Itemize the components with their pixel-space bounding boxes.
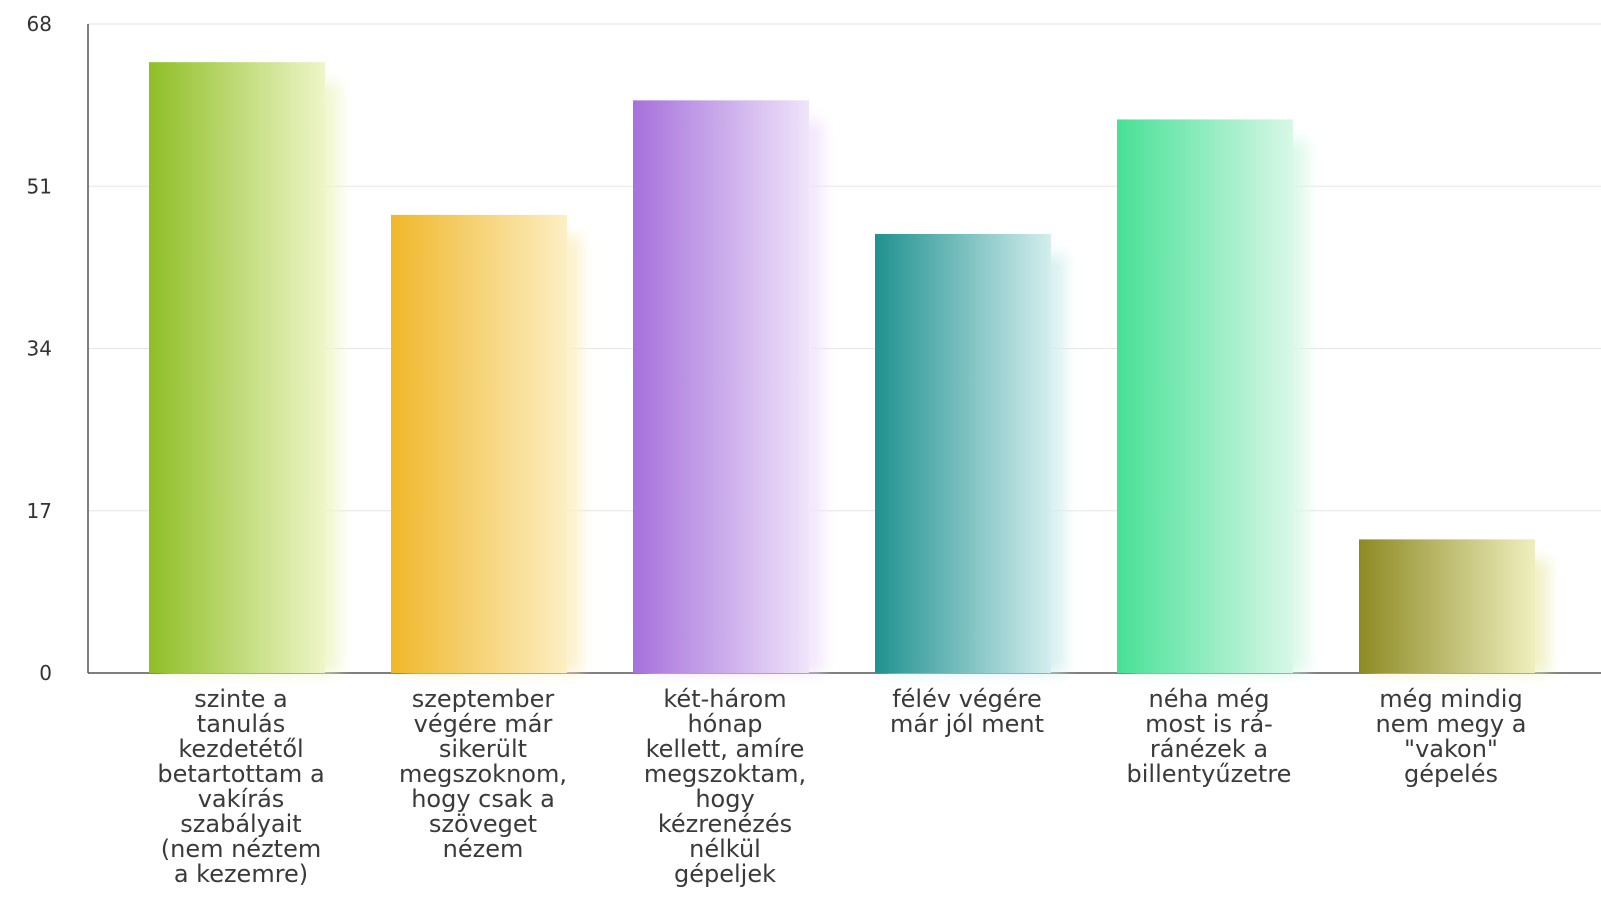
x-category-label-line: nézem [443, 835, 524, 863]
bar [1359, 539, 1535, 673]
x-category-label-line: megszoktam, [644, 760, 806, 788]
x-category-label-line: hogy [695, 785, 754, 813]
x-category-label-line: szöveget [429, 810, 537, 838]
y-tick-label: 68 [27, 12, 52, 36]
x-category-label-line: sikerült [439, 735, 527, 763]
bar [1117, 119, 1293, 674]
x-category-label-line: hónap [687, 710, 762, 738]
bar [391, 214, 567, 673]
x-category-label-line: betartottam a [157, 760, 324, 788]
x-category-label-line: tanulás [197, 710, 285, 738]
x-category-label-line: még mindig [1379, 685, 1522, 713]
x-category-label-line: szinte a [194, 685, 288, 713]
x-category-label-line: vakírás [198, 785, 285, 813]
x-category-label-line: néha még [1149, 685, 1270, 713]
x-category-label: még mindig nem megy a "vakon" gépelés [1376, 685, 1527, 788]
bar [149, 62, 325, 674]
x-category-label-line: "vakon" [1404, 735, 1498, 763]
x-category-label-line: a kezemre) [174, 860, 308, 888]
gridlines [88, 23, 1601, 512]
x-category-label: két-három hónap kellett, amíre megszoktam, h… [644, 685, 806, 888]
x-category-label-line: megszoknom, [399, 760, 567, 788]
x-category-label-line: szeptember [412, 685, 555, 713]
x-category-label-line: billentyűzetre [1127, 760, 1292, 788]
bar [875, 233, 1051, 673]
x-category-label: szeptember végére már sikerült megszoknom, h… [399, 685, 567, 863]
x-category-label-line: két-három [663, 685, 786, 713]
y-tick-label: 34 [27, 337, 52, 361]
x-category-label-line: hogy csak a [411, 785, 555, 813]
x-category-label-line: ránézek a [1150, 735, 1268, 763]
y-tick-label: 51 [27, 174, 52, 198]
y-tick-label: 0 [39, 661, 52, 685]
bar [633, 100, 809, 673]
y-tick-label: 17 [27, 499, 52, 523]
labels: 0 17 34 51 68 szinte a tanulás kezdetétől betart… [27, 12, 1527, 888]
x-category-label-line: most is rá- [1145, 710, 1273, 738]
x-category-label-line: nélkül [689, 835, 761, 863]
x-category-label-line: szabályait [180, 810, 301, 838]
x-category-label-line: (nem néztem [161, 835, 321, 863]
x-category-label-line: már jól ment [890, 710, 1044, 738]
bars [149, 62, 1549, 674]
x-category-label-line: kezdetétől [178, 735, 303, 763]
x-category-label: néha még most is rá-ránézek a billentyűzet… [1127, 685, 1292, 788]
x-category-label-line: nem megy a [1376, 710, 1527, 738]
axes [87, 24, 1601, 674]
x-category-label-line: végére már [414, 710, 553, 738]
x-category-label-line: gépelés [1404, 760, 1498, 788]
x-category-label-line: kellett, amíre [646, 735, 805, 763]
x-category-label-line: gépeljek [674, 860, 776, 888]
x-category-label: félév végére már jól ment [890, 685, 1044, 738]
x-category-label: szinte a tanulás kezdetétől betartottam a va… [157, 685, 324, 888]
x-category-label-line: félév végére [892, 685, 1042, 713]
x-category-label-line: kézrenézés [658, 810, 792, 838]
